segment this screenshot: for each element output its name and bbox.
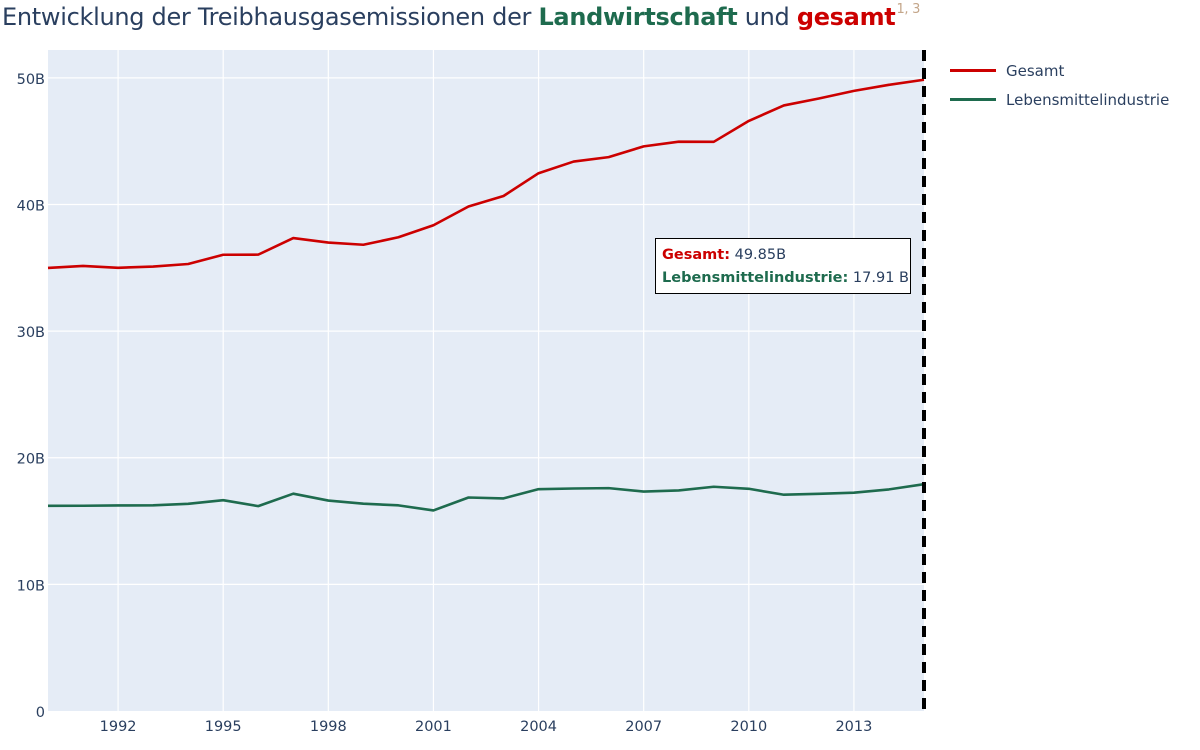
- y-tick-label: 50B: [17, 72, 45, 88]
- legend-item-gesamt[interactable]: Gesamt: [950, 56, 1169, 85]
- y-tick-label: 20B: [17, 452, 45, 468]
- x-tick-label: 1998: [310, 719, 347, 735]
- tooltip-row-gesamt: Gesamt: 49.85B: [662, 244, 904, 267]
- gridlines: [48, 50, 924, 711]
- y-tick-label: 10B: [17, 578, 45, 594]
- y-tick-label: 40B: [17, 198, 45, 214]
- x-tick-label: 2001: [415, 719, 452, 735]
- x-tick-label: 2004: [520, 719, 557, 735]
- x-tick-label: 2010: [730, 719, 767, 735]
- x-tick-label: 1992: [100, 719, 137, 735]
- x-tick-label: 2013: [835, 719, 872, 735]
- x-axis-ticks: 1992 1995 1998 2001 2004 2007 2010 2013: [100, 719, 873, 735]
- hover-tooltip: Gesamt: 49.85B Lebensmittelindustrie: 17…: [655, 238, 911, 294]
- legend-label-gesamt: Gesamt: [1006, 61, 1065, 80]
- chart-title: Entwicklung der Treibhausgasemissionen d…: [2, 2, 920, 31]
- legend-label-lebensmittelindustrie: Lebensmittelindustrie: [1006, 90, 1170, 109]
- tooltip-label-gesamt: Gesamt:: [662, 247, 730, 263]
- x-tick-label: 1995: [205, 719, 242, 735]
- legend-swatch-gesamt: [950, 69, 996, 72]
- tooltip-value-lebensmittelindustrie: 17.91 B: [852, 270, 909, 286]
- title-middle: und: [737, 3, 797, 31]
- legend-item-lebensmittelindustrie[interactable]: Lebensmittelindustrie: [950, 85, 1169, 114]
- tooltip-value-gesamt: 49.85B: [734, 247, 787, 263]
- title-highlight-landwirtschaft: Landwirtschaft: [538, 3, 738, 31]
- plot-background: [48, 50, 924, 711]
- y-tick-label: 30B: [17, 325, 45, 341]
- series-line-gesamt[interactable]: [47, 78, 925, 270]
- title-footnote: 1, 3: [896, 2, 921, 17]
- tooltip-row-lebensmittelindustrie: Lebensmittelindustrie: 17.91 B: [662, 267, 909, 290]
- title-prefix: Entwicklung der Treibhausgasemissionen d…: [2, 3, 539, 31]
- x-tick-label: 2007: [625, 719, 662, 735]
- y-tick-label: 0: [36, 705, 45, 721]
- series-lines: [47, 78, 925, 512]
- legend-swatch-lebensmittelindustrie: [950, 98, 996, 101]
- y-axis-ticks: 0 10B 20B 30B 40B 50B: [17, 72, 45, 721]
- title-highlight-gesamt: gesamt: [796, 3, 896, 31]
- series-line-lebensmittelindustrie[interactable]: [47, 482, 925, 512]
- legend: Gesamt Lebensmittelindustrie: [950, 56, 1169, 114]
- tooltip-label-lebensmittelindustrie: Lebensmittelindustrie:: [662, 270, 849, 286]
